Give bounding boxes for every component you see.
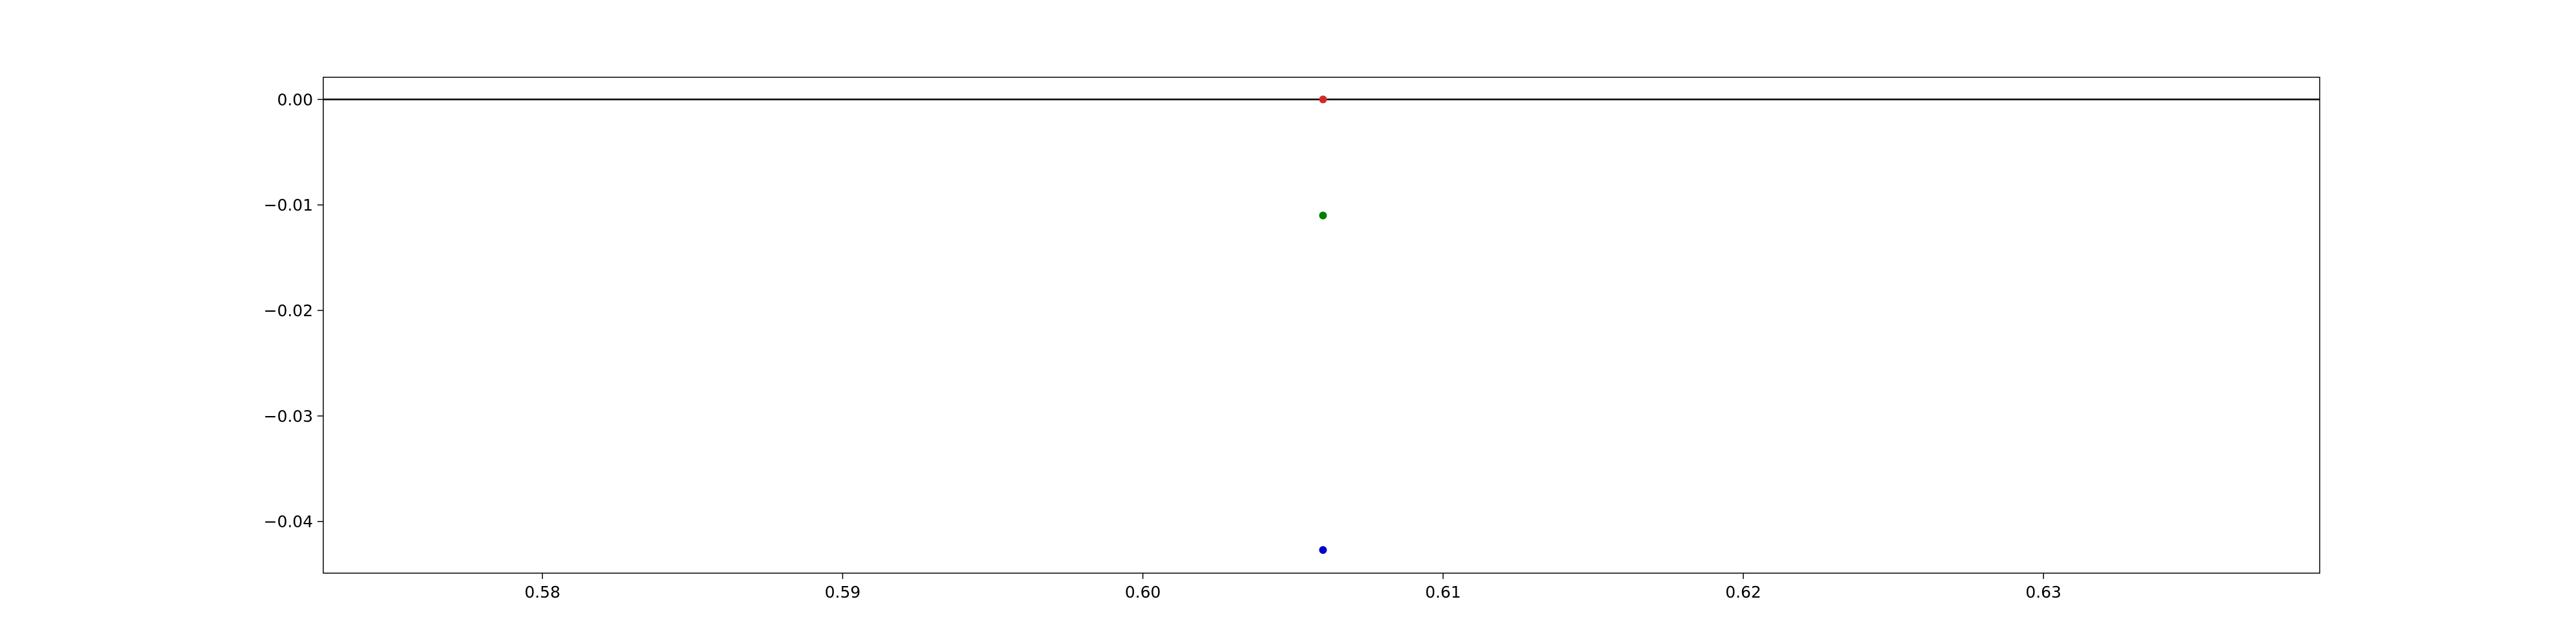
x-tick-label: 0.58 bbox=[524, 583, 560, 601]
x-axis: 0.58 0.59 0.60 0.61 0.62 0.63 bbox=[524, 573, 2061, 601]
y-tick-label: −0.02 bbox=[263, 301, 313, 320]
plot-frame bbox=[323, 77, 2320, 574]
x-tick-label: 0.62 bbox=[1725, 583, 1761, 601]
x-tick-label: 0.60 bbox=[1125, 583, 1161, 601]
x-tick-label: 0.63 bbox=[2025, 583, 2061, 601]
y-tick-label: −0.01 bbox=[263, 196, 313, 214]
data-point bbox=[1319, 95, 1327, 104]
points-layer bbox=[1319, 95, 1327, 554]
y-tick-label: 0.00 bbox=[277, 90, 313, 109]
x-tick-label: 0.59 bbox=[825, 583, 861, 601]
y-axis: 0.00 −0.01 −0.02 −0.03 −0.04 bbox=[263, 90, 323, 531]
y-tick-label: −0.04 bbox=[263, 513, 313, 531]
data-point bbox=[1319, 211, 1327, 220]
data-point bbox=[1319, 545, 1327, 554]
plot-area bbox=[323, 77, 2320, 573]
x-tick-label: 0.61 bbox=[1425, 583, 1461, 601]
y-tick-label: −0.03 bbox=[263, 407, 313, 426]
